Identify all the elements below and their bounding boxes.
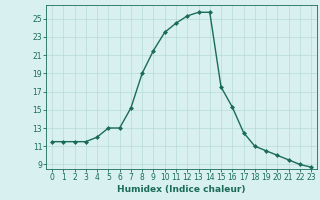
- X-axis label: Humidex (Indice chaleur): Humidex (Indice chaleur): [117, 185, 246, 194]
